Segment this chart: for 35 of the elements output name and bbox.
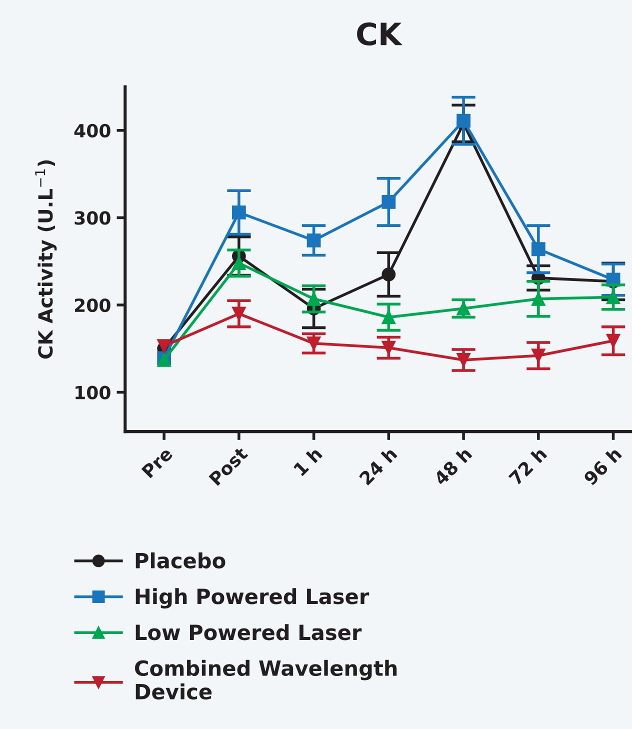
- x-tick-label: 24 h: [358, 446, 398, 486]
- y-axis-title: CK Activity (U.L$^{−1}$): [35, 160, 57, 359]
- point: [232, 256, 246, 270]
- x-tick-label: 1 h: [292, 446, 323, 476]
- point: [606, 290, 620, 304]
- x-tick-label: 72 h: [508, 446, 548, 486]
- point: [456, 353, 470, 367]
- legend-label: Placebo: [136, 552, 226, 569]
- point: [157, 339, 172, 353]
- point: [456, 114, 470, 128]
- point: [306, 233, 321, 248]
- y-tick-label: 100: [76, 386, 110, 400]
- x-tick-label: 48 h: [432, 446, 472, 486]
- point: [232, 306, 246, 321]
- legend-label: High Powered Laser: [136, 588, 370, 608]
- point: [382, 267, 396, 282]
- y-tick-label: 300: [74, 211, 110, 225]
- point: [606, 334, 620, 348]
- point: [382, 340, 396, 355]
- point: [531, 348, 546, 363]
- x-tick-label: Pre: [141, 446, 174, 478]
- point: [232, 206, 246, 220]
- point: [456, 302, 470, 316]
- point: [306, 292, 321, 306]
- y-tick-label: 200: [74, 298, 110, 312]
- y-tick-label: 400: [74, 124, 110, 138]
- point: [382, 310, 396, 324]
- point: [531, 292, 546, 306]
- point: [531, 242, 546, 256]
- legend-label: Low Powered Laser: [136, 624, 362, 640]
- chart-title: CK: [357, 22, 403, 46]
- point: [382, 195, 396, 209]
- x-tick-label: 96 h: [582, 446, 622, 486]
- point: [306, 336, 321, 350]
- legend-label: Combined Wavelength Device: [135, 660, 397, 700]
